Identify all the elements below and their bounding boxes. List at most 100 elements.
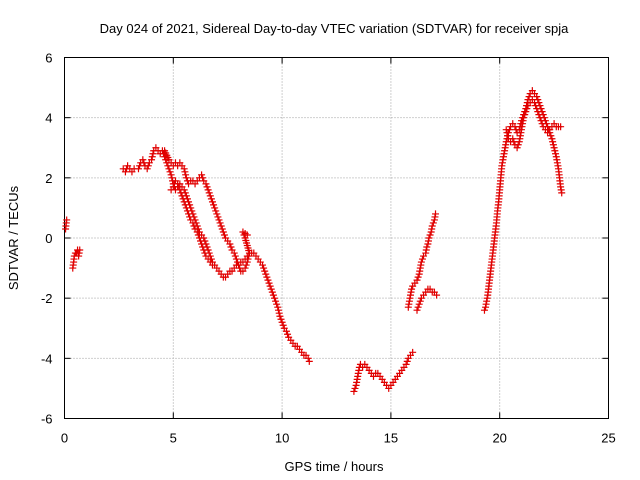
y-tick-label: 2 bbox=[45, 171, 52, 186]
data-point bbox=[208, 198, 216, 206]
data-point bbox=[207, 195, 215, 203]
data-point bbox=[549, 141, 557, 149]
data-point bbox=[279, 321, 287, 329]
data-point bbox=[182, 171, 190, 179]
data-point bbox=[413, 306, 421, 314]
data-point bbox=[266, 282, 274, 290]
x-tick-label: 10 bbox=[275, 431, 289, 446]
data-point bbox=[558, 189, 566, 197]
data-point bbox=[243, 231, 251, 239]
x-tick-label: 15 bbox=[384, 431, 398, 446]
data-point bbox=[350, 387, 358, 395]
data-point bbox=[226, 240, 234, 248]
data-point bbox=[182, 204, 190, 212]
data-point bbox=[211, 204, 219, 212]
y-tick-label: -6 bbox=[41, 412, 53, 427]
data-point bbox=[534, 108, 542, 116]
data-point bbox=[195, 234, 203, 242]
data-point bbox=[200, 246, 208, 254]
data-point bbox=[63, 216, 71, 224]
data-point bbox=[268, 288, 276, 296]
data-point bbox=[214, 213, 222, 221]
data-point bbox=[416, 297, 424, 305]
data-point bbox=[194, 231, 202, 239]
data-point bbox=[227, 243, 235, 251]
data-point bbox=[180, 165, 188, 173]
data-point bbox=[199, 243, 207, 251]
data-point bbox=[304, 354, 312, 362]
data-point bbox=[282, 327, 290, 335]
data-point bbox=[244, 255, 252, 263]
data-point bbox=[167, 171, 175, 179]
data-point bbox=[220, 231, 228, 239]
data-point bbox=[275, 309, 283, 317]
x-tick-label: 5 bbox=[170, 431, 177, 446]
y-tick-label: 0 bbox=[45, 231, 52, 246]
data-point bbox=[230, 249, 238, 257]
data-point bbox=[426, 231, 434, 239]
data-point bbox=[242, 261, 250, 269]
data-point bbox=[149, 150, 157, 158]
data-point bbox=[203, 183, 211, 191]
data-point bbox=[547, 132, 555, 140]
data-point bbox=[143, 165, 151, 173]
data-point bbox=[265, 279, 273, 287]
data-point bbox=[513, 144, 521, 152]
data-point bbox=[232, 255, 240, 263]
data-point bbox=[525, 93, 533, 101]
x-axis-label: GPS time / hours bbox=[285, 459, 384, 474]
data-point bbox=[425, 234, 433, 242]
data-point bbox=[522, 108, 530, 116]
data-point bbox=[148, 156, 156, 164]
data-point bbox=[269, 291, 277, 299]
data-point bbox=[548, 135, 556, 143]
data-point bbox=[533, 93, 541, 101]
data-point bbox=[189, 219, 197, 227]
data-point bbox=[183, 207, 191, 215]
data-point bbox=[423, 243, 431, 251]
data-point bbox=[272, 297, 280, 305]
y-tick-label: -4 bbox=[41, 351, 53, 366]
data-point bbox=[260, 264, 268, 272]
data-point bbox=[179, 195, 187, 203]
data-point bbox=[198, 171, 206, 179]
data-point bbox=[531, 99, 539, 107]
data-point bbox=[408, 285, 416, 293]
data-point bbox=[429, 219, 437, 227]
data-point bbox=[413, 276, 421, 284]
data-point bbox=[193, 228, 201, 236]
data-point bbox=[509, 135, 517, 143]
data-point bbox=[550, 144, 558, 152]
y-tick-label: -2 bbox=[41, 291, 53, 306]
data-point bbox=[414, 303, 422, 311]
data-point bbox=[504, 132, 512, 140]
data-point bbox=[521, 111, 529, 119]
data-point bbox=[210, 201, 218, 209]
data-point bbox=[277, 315, 285, 323]
data-point bbox=[351, 384, 359, 392]
data-point bbox=[274, 306, 282, 314]
data-point bbox=[503, 129, 511, 137]
data-point bbox=[235, 261, 243, 269]
data-point bbox=[415, 300, 423, 308]
data-point bbox=[178, 192, 186, 200]
data-point bbox=[305, 357, 313, 365]
data-point bbox=[215, 216, 223, 224]
data-point bbox=[538, 120, 546, 128]
data-point bbox=[284, 330, 292, 338]
data-point bbox=[533, 105, 541, 113]
data-point bbox=[219, 228, 227, 236]
data-point bbox=[186, 213, 194, 221]
data-point bbox=[231, 252, 239, 260]
data-point bbox=[205, 189, 213, 197]
data-point bbox=[551, 147, 559, 155]
data-point bbox=[432, 210, 440, 218]
data-point bbox=[267, 285, 275, 293]
data-point bbox=[263, 273, 271, 281]
gridlines bbox=[64, 57, 609, 419]
data-point bbox=[523, 105, 531, 113]
data-point bbox=[190, 222, 198, 230]
data-point bbox=[261, 267, 269, 275]
data-point bbox=[181, 201, 189, 209]
